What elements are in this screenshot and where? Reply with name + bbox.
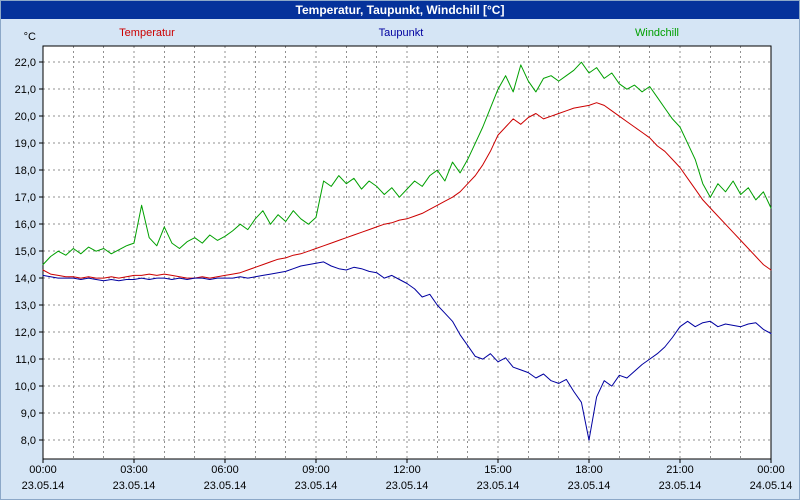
window-titlebar: Temperatur, Taupunkt, Windchill [°C] (1, 1, 799, 19)
x-axis-date-label: 23.05.14 (659, 480, 702, 492)
y-axis-tick-label: 22,0 (15, 57, 36, 69)
series-line-taupunkt (42, 261, 772, 441)
y-axis-tick-label: 9,0 (21, 408, 36, 420)
y-axis-tick-label: 18,0 (15, 165, 36, 177)
y-axis-tick-label: 13,0 (15, 300, 36, 312)
y-axis-tick-label: 14,0 (15, 273, 36, 285)
x-axis-time-label: 12:00 (393, 464, 421, 476)
x-axis-date-label: 23.05.14 (204, 480, 247, 492)
y-axis-unit-label: °C (24, 31, 36, 43)
y-axis-tick-label: 16,0 (15, 219, 36, 231)
legend-label-taupunkt: Taupunkt (378, 27, 424, 39)
x-axis-time-label: 06:00 (211, 464, 239, 476)
x-axis-time-label: 00:00 (757, 464, 785, 476)
y-axis-tick-label: 21,0 (15, 84, 36, 96)
x-axis-time-label: 18:00 (575, 464, 603, 476)
x-axis-time-label: 21:00 (666, 464, 694, 476)
x-axis-date-label: 23.05.14 (568, 480, 611, 492)
legend-label-temperatur: Temperatur (119, 27, 175, 39)
x-axis-time-label: 15:00 (484, 464, 512, 476)
y-axis-tick-label: 20,0 (15, 111, 36, 123)
y-axis-tick-label: 12,0 (15, 327, 36, 339)
x-axis-date-label: 23.05.14 (113, 480, 156, 492)
y-axis-tick-label: 11,0 (15, 354, 36, 366)
series-line-temperatur (42, 102, 772, 279)
x-axis-date-label: 24.05.14 (750, 480, 793, 492)
x-axis-date-label: 23.05.14 (22, 480, 65, 492)
y-axis-tick-label: 19,0 (15, 138, 36, 150)
series-line-windchill (42, 61, 772, 266)
y-axis-tick-label: 17,0 (15, 192, 36, 204)
x-axis-date-label: 23.05.14 (477, 480, 520, 492)
y-axis-tick-label: 8,0 (21, 435, 36, 447)
x-axis-time-label: 09:00 (302, 464, 330, 476)
window-title: Temperatur, Taupunkt, Windchill [°C] (295, 3, 505, 17)
legend-label-windchill: Windchill (634, 27, 680, 39)
y-axis-tick-label: 10,0 (15, 381, 36, 393)
x-axis-date-label: 23.05.14 (386, 480, 429, 492)
x-axis-time-label: 00:00 (29, 464, 57, 476)
y-axis-tick-label: 15,0 (15, 246, 36, 258)
x-axis-time-label: 03:00 (120, 464, 148, 476)
x-axis-date-label: 23.05.14 (295, 480, 338, 492)
